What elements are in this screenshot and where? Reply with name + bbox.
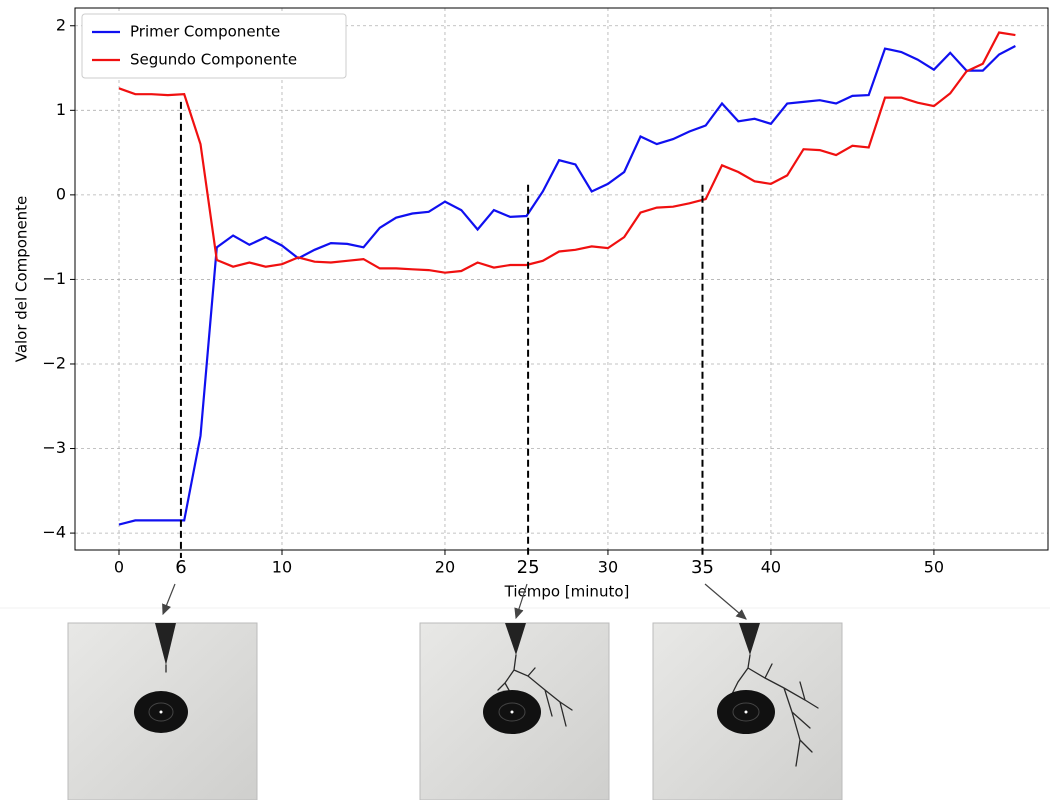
- y-axis-label: Valor del Componente: [13, 196, 31, 363]
- y-tick-label: −4: [42, 523, 66, 542]
- y-tick-label: −1: [42, 269, 66, 288]
- y-tick-label: 1: [56, 100, 66, 119]
- x-tick-label: 20: [435, 558, 455, 577]
- x-tick-label: 40: [761, 558, 781, 577]
- x-tick-label: 10: [272, 558, 292, 577]
- y-tick-label: 2: [56, 15, 66, 34]
- y-tick-label: 0: [56, 184, 66, 203]
- figure: Tiempo [minuto] Valor del Componente −4−…: [0, 0, 1050, 800]
- annotation-label: 25: [517, 557, 540, 578]
- legend: Primer Componente Segundo Componente: [82, 14, 346, 78]
- y-tick-label: −2: [42, 353, 66, 372]
- series-line: [119, 46, 1015, 525]
- x-tick-label: 30: [598, 558, 618, 577]
- photo-6: [68, 623, 257, 800]
- x-tick-label: 0: [114, 558, 124, 577]
- legend-label: Segundo Componente: [130, 51, 297, 69]
- annotation-label: 6: [175, 557, 186, 578]
- y-tick-label: −3: [42, 438, 66, 457]
- photo-25: [420, 623, 609, 800]
- annotation-label: 35: [691, 557, 714, 578]
- legend-label: Primer Componente: [130, 23, 280, 41]
- photo-arrows: [163, 584, 746, 619]
- x-tick-label: 50: [924, 558, 944, 577]
- plot-frame: [75, 8, 1048, 550]
- photo-35: [653, 623, 842, 800]
